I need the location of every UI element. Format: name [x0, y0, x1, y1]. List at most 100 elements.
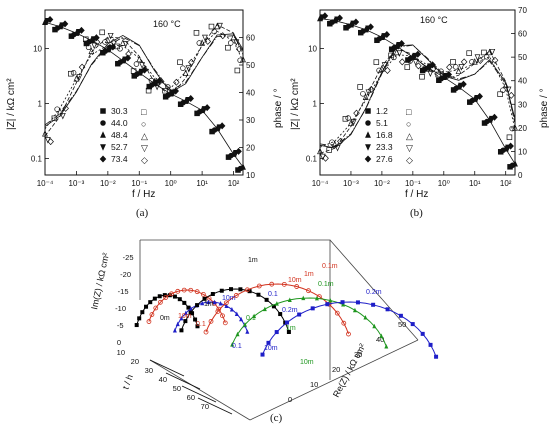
- b-legend-filled-marker: [365, 120, 371, 126]
- b-phase-point: [453, 64, 459, 70]
- b-phase-point: [481, 49, 487, 56]
- nyquist-point: [281, 281, 287, 287]
- nyquist-frequency-label: 10m: [178, 313, 192, 320]
- a-magnitude-point: [182, 97, 189, 104]
- nyquist-point: [200, 291, 206, 297]
- nyquist-point: [410, 322, 415, 327]
- panel-c: Im(Z) / kΩ cm² t / h Re(Z) / kΩ cm² (c) …: [89, 239, 439, 424]
- a-legend-label: 44.0: [111, 118, 128, 128]
- b-phase-point: [409, 53, 416, 60]
- a-legend-open-marker: □: [141, 107, 147, 117]
- a-legend-label: 52.7: [111, 142, 128, 152]
- b-legend-filled-marker: [365, 131, 371, 138]
- a-phase-point: [225, 44, 231, 51]
- b-phase-point: [455, 67, 462, 75]
- nyquist-point: [188, 306, 193, 311]
- nyquist-baseline: [149, 359, 185, 377]
- b-legend-open-marker: ▽: [406, 143, 413, 153]
- a-phase-fit-line: [44, 35, 244, 126]
- nyquist-point: [157, 299, 163, 305]
- a-magnitude-point: [230, 150, 237, 157]
- a-phase-point: [91, 42, 98, 50]
- nyquist-point: [183, 310, 188, 316]
- b-phase-point: [477, 56, 484, 64]
- nyquist-point: [244, 287, 250, 293]
- b-ytick-right-label: 40: [518, 77, 527, 86]
- panel-c-t-tick-label: 50: [173, 384, 181, 393]
- b-phase-point: [407, 58, 413, 64]
- a-legend-filled-marker: [99, 155, 107, 163]
- panel-c-zlabel: t / h: [120, 373, 135, 391]
- b-xtick-label: 10⁻³: [343, 179, 359, 188]
- nyquist-point: [229, 306, 234, 312]
- b-phase-point: [509, 125, 515, 132]
- b-xtick-label: 10¹: [469, 179, 481, 188]
- nyquist-point: [428, 342, 433, 347]
- nyquist-fit-line: [148, 289, 226, 323]
- b-phase-point: [353, 109, 360, 117]
- a-phase-point: [185, 65, 192, 72]
- a-phase-point: [104, 36, 111, 44]
- nyquist-point: [301, 295, 306, 301]
- nyquist-point: [203, 329, 209, 335]
- b-phase-point: [512, 124, 518, 131]
- nyquist-point: [169, 291, 174, 297]
- b-phase-point: [391, 54, 397, 61]
- a-phase-point: [170, 89, 177, 97]
- a-phase-point: [73, 75, 80, 82]
- panel-a-ylabel-left: |Z| / kΩ cm²: [6, 78, 17, 130]
- b-phase-point: [446, 63, 453, 71]
- b-phase-point: [360, 91, 366, 97]
- a-phase-point: [70, 70, 77, 76]
- b-legend-label: 5.1: [376, 118, 388, 128]
- b-phase-point: [337, 137, 344, 145]
- nyquist-point: [352, 307, 357, 313]
- a-phase-point: [133, 61, 140, 67]
- b-ytick-label: 0.1: [306, 154, 318, 163]
- nyquist-point: [245, 329, 250, 334]
- a-phase-point: [136, 55, 143, 63]
- b-ytick-right-label: 0: [518, 171, 523, 180]
- nyquist-point: [172, 328, 177, 333]
- nyquist-point: [215, 309, 221, 314]
- nyquist-baseline: [181, 385, 217, 403]
- nyquist-point: [224, 303, 229, 308]
- a-phase-point: [235, 45, 243, 53]
- panel-a: 160 °C f / Hz |Z| / kΩ cm² phase / ° (a)…: [6, 9, 284, 219]
- a-phase-point: [199, 39, 206, 46]
- nyquist-point: [328, 297, 333, 303]
- b-ytick-right-label: 70: [518, 6, 527, 15]
- a-legend-filled-marker: [100, 131, 106, 138]
- panel-c-t-tick-label: 10: [117, 348, 125, 357]
- b-phase-point: [357, 84, 363, 90]
- a-phase-point: [102, 39, 108, 45]
- a-xtick-label: 10²: [228, 179, 240, 188]
- panel-c-re-tick-label: 10: [310, 380, 318, 389]
- nyquist-point: [247, 289, 252, 294]
- caption-b: (b): [410, 207, 423, 219]
- a-phase-point: [188, 58, 195, 66]
- b-phase-point: [422, 65, 428, 71]
- nyquist-point: [278, 312, 283, 317]
- nyquist-frequency-label: 0.1: [246, 315, 256, 322]
- panel-b-ylabel-left: |Z| / kΩ cm²: [290, 78, 301, 130]
- panel-c-ylabel: Im(Z) / kΩ cm²: [89, 252, 111, 311]
- nyquist-frequency-label: 0.1: [268, 291, 278, 298]
- nyquist-point: [195, 324, 200, 329]
- nyquist-fit-line: [180, 288, 290, 333]
- nyquist-point: [233, 293, 239, 298]
- nyquist-fit-line: [174, 301, 248, 332]
- nyquist-point: [188, 287, 194, 293]
- nyquist-frequency-label: 10m: [222, 295, 236, 302]
- a-magnitude-point: [218, 122, 226, 130]
- a-magnitude-point: [187, 94, 194, 102]
- b-phase-point: [362, 93, 369, 100]
- a-legend-open-marker: ○: [141, 119, 146, 129]
- b-phase-point: [342, 116, 349, 122]
- a-phase-point: [211, 28, 218, 35]
- nyquist-frequency-label: 1m: [204, 301, 214, 308]
- a-phase-point: [162, 87, 168, 94]
- b-magnitude-fit-line: [319, 18, 516, 165]
- a-phase-point: [76, 74, 83, 81]
